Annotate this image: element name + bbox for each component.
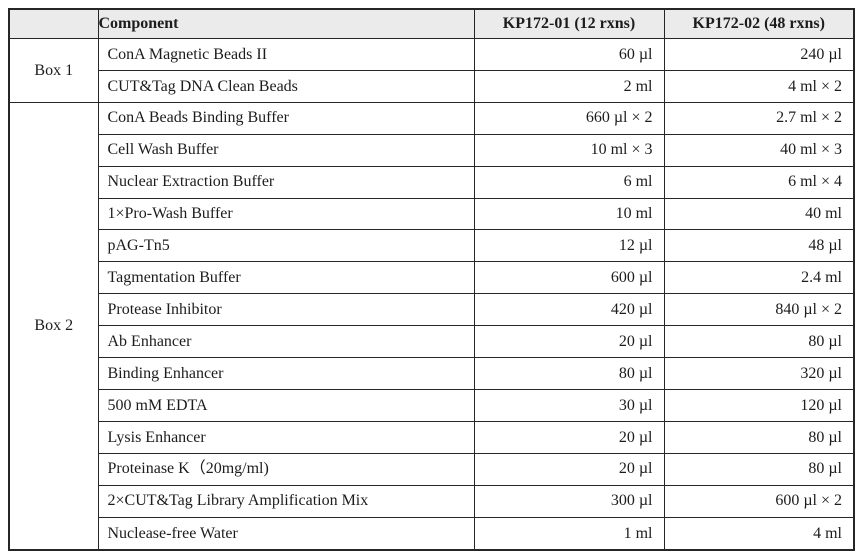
component-cell: Proteinase K（20mg/ml)	[97, 452, 475, 486]
qty-12rxns-cell: 300 µl	[473, 484, 665, 518]
qty-48rxns-cell: 40 ml × 3	[663, 133, 855, 167]
qty-48rxns-cell: 6 ml × 4	[663, 165, 855, 199]
table-row: Box 1 ConA Magnetic Beads II 60 µl 240 µ…	[8, 38, 855, 103]
qty-12rxns-cell: 2 ml	[473, 69, 665, 103]
qty-48rxns-cell: 4 ml × 2	[663, 69, 855, 103]
header-row: Component KP172-01 (12 rxns) KP172-02 (4…	[8, 8, 855, 39]
qty-48rxns-cell: 240 µl	[663, 38, 855, 71]
qty-48rxns-cell: 40 ml	[663, 197, 855, 231]
qty-48rxns-cell: 4 ml	[663, 516, 855, 551]
box1-label-cell: Box 1	[8, 38, 99, 103]
table-row: Lysis Enhancer 20 µl 80 µl	[9, 420, 855, 454]
table-row: Ab Enhancer 20 µl 80 µl	[9, 325, 855, 359]
box2-label-cell: Box 2	[8, 101, 99, 551]
qty-12rxns-cell: 30 µl	[473, 388, 665, 422]
table-row: Tagmentation Buffer 600 µl 2.4 ml	[9, 261, 855, 295]
table-row: Box 2 ConA Beads Binding Buffer 660 µl ×…	[8, 101, 855, 551]
table-row: Binding Enhancer 80 µl 320 µl	[9, 357, 855, 390]
component-cell: Nuclear Extraction Buffer	[97, 165, 475, 199]
qty-12rxns-cell: 10 ml	[473, 197, 665, 231]
qty-48rxns-cell: 80 µl	[663, 325, 855, 359]
table-row: 500 mM EDTA 30 µl 120 µl	[9, 388, 855, 422]
qty-48rxns-cell: 80 µl	[663, 420, 855, 454]
qty-12rxns-cell: 20 µl	[473, 420, 665, 454]
component-cell: 2×CUT&Tag Library Amplification Mix	[97, 484, 475, 518]
component-cell: Ab Enhancer	[97, 325, 475, 359]
component-cell: Lysis Enhancer	[97, 420, 475, 454]
qty-12rxns-cell: 420 µl	[473, 293, 665, 327]
table-row: 2×CUT&Tag Library Amplification Mix 300 …	[9, 484, 855, 518]
qty-48rxns-cell: 120 µl	[663, 388, 855, 422]
component-cell: pAG-Tn5	[97, 229, 475, 263]
component-cell: ConA Beads Binding Buffer	[97, 101, 475, 135]
qty-12rxns-cell: 10 ml × 3	[473, 133, 665, 167]
qty-48rxns-cell: 48 µl	[663, 229, 855, 263]
component-cell: ConA Magnetic Beads II	[97, 38, 475, 71]
header-kp172-02: KP172-02 (48 rxns)	[663, 8, 855, 39]
table-row: Protease Inhibitor 420 µl 840 µl × 2	[9, 293, 855, 327]
qty-12rxns-cell: 60 µl	[473, 38, 665, 71]
qty-48rxns-cell: 840 µl × 2	[663, 293, 855, 327]
qty-48rxns-cell: 320 µl	[663, 357, 855, 390]
component-cell: Binding Enhancer	[97, 357, 475, 390]
component-cell: Tagmentation Buffer	[97, 261, 475, 295]
qty-12rxns-cell: 12 µl	[473, 229, 665, 263]
component-cell: Protease Inhibitor	[97, 293, 475, 327]
table-row: Nuclease-free Water 1 ml 4 ml	[9, 516, 855, 551]
component-cell: CUT&Tag DNA Clean Beads	[97, 69, 475, 103]
component-cell: Cell Wash Buffer	[97, 133, 475, 167]
kit-contents-table: Component KP172-01 (12 rxns) KP172-02 (4…	[8, 8, 855, 551]
table-row: Nuclear Extraction Buffer 6 ml 6 ml × 4	[9, 165, 855, 199]
qty-12rxns-cell: 600 µl	[473, 261, 665, 295]
qty-48rxns-cell: 2.7 ml × 2	[663, 101, 855, 135]
qty-12rxns-cell: 1 ml	[473, 516, 665, 551]
header-box-cell	[8, 8, 99, 39]
qty-48rxns-cell: 600 µl × 2	[663, 484, 855, 518]
table-row: pAG-Tn5 12 µl 48 µl	[9, 229, 855, 263]
header-kp172-01: KP172-01 (12 rxns)	[473, 8, 665, 39]
table-row: CUT&Tag DNA Clean Beads 2 ml 4 ml × 2	[9, 69, 855, 103]
header-component: Component	[97, 8, 475, 39]
qty-48rxns-cell: 2.4 ml	[663, 261, 855, 295]
qty-48rxns-cell: 80 µl	[663, 452, 855, 486]
table-row: 1×Pro-Wash Buffer 10 ml 40 ml	[9, 197, 855, 231]
component-cell: 500 mM EDTA	[97, 388, 475, 422]
qty-12rxns-cell: 20 µl	[473, 452, 665, 486]
qty-12rxns-cell: 660 µl × 2	[473, 101, 665, 135]
table-row: Proteinase K（20mg/ml) 20 µl 80 µl	[9, 452, 855, 486]
component-cell: 1×Pro-Wash Buffer	[97, 197, 475, 231]
qty-12rxns-cell: 20 µl	[473, 325, 665, 359]
component-cell: Nuclease-free Water	[97, 516, 475, 551]
qty-12rxns-cell: 80 µl	[473, 357, 665, 390]
qty-12rxns-cell: 6 ml	[473, 165, 665, 199]
table-row: Cell Wash Buffer 10 ml × 3 40 ml × 3	[9, 133, 855, 167]
